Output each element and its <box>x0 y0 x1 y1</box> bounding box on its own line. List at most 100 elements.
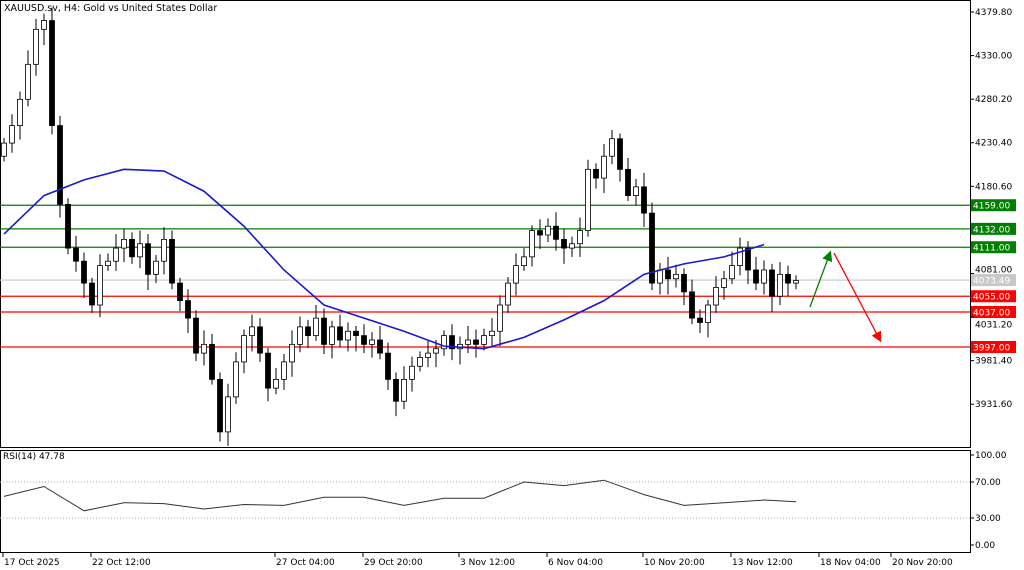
bear-candle <box>377 339 383 354</box>
price-tick-label: 4280.20 <box>975 95 1012 105</box>
price-tick-label: 4031.20 <box>975 320 1012 330</box>
bull-candle <box>41 20 47 30</box>
bull-candle <box>9 125 15 144</box>
bear-candle <box>65 203 71 249</box>
bear-candle <box>537 230 543 236</box>
bull-candle <box>121 238 127 249</box>
current-price-label: 4073.49 <box>973 277 1010 287</box>
bear-candle <box>265 352 271 389</box>
bear-candle <box>257 326 263 354</box>
rsi-tick-label: 100.00 <box>975 451 1007 461</box>
bear-candle <box>561 238 567 249</box>
bull-candle <box>97 265 103 306</box>
bear-candle <box>697 317 703 323</box>
bear-candle <box>665 269 671 280</box>
bull-candle <box>465 339 471 345</box>
bull-candle <box>569 243 575 249</box>
bull-candle <box>513 265 519 284</box>
price-tick-label: 3981.40 <box>975 357 1012 367</box>
bear-candle <box>449 335 455 350</box>
bull-candle <box>705 304 711 323</box>
bear-candle <box>473 339 479 345</box>
bull-candle <box>481 335 487 345</box>
bull-candle <box>633 186 639 197</box>
bull-candle <box>761 269 767 284</box>
bull-candle <box>545 225 551 236</box>
bull-candle <box>521 256 527 267</box>
time-tick-label: 18 Nov 04:00 <box>820 558 881 568</box>
bear-candle <box>305 326 311 337</box>
bull-candle <box>225 396 231 433</box>
bear-candle <box>337 326 343 341</box>
time-tick-label: 10 Nov 20:00 <box>644 558 705 568</box>
rsi-tick-label: 70.00 <box>975 478 1001 488</box>
price-tick-label: 4180.60 <box>975 182 1012 192</box>
bear-candle <box>593 168 599 179</box>
bear-candle <box>393 378 399 402</box>
bull-candle <box>497 304 503 332</box>
bull-candle <box>273 378 279 389</box>
rsi-tick-label: 0.00 <box>975 541 995 551</box>
time-tick-label: 27 Oct 04:00 <box>276 558 335 568</box>
bull-candle <box>241 335 247 363</box>
main-pane-border <box>0 0 971 448</box>
bear-candle <box>617 138 623 170</box>
bear-candle <box>553 225 559 240</box>
resistance-level-label: 4159.00 <box>973 202 1010 212</box>
bear-candle <box>193 317 199 354</box>
bear-candle <box>177 282 183 302</box>
bear-candle <box>689 291 695 319</box>
rsi-label: RSI(14) 47.78 <box>3 452 65 462</box>
support-level-badge <box>971 340 1016 353</box>
bull-candle <box>793 280 799 284</box>
bull-candle <box>249 326 255 337</box>
price-tick-label: 4230.40 <box>975 139 1012 149</box>
bull-candle <box>529 230 535 258</box>
bull-candle <box>721 278 727 288</box>
bear-candle <box>321 317 327 345</box>
time-tick-label: 20 Nov 20:00 <box>892 558 953 568</box>
red-arrow-down-icon <box>833 252 882 343</box>
bear-candle <box>57 125 63 205</box>
bull-candle <box>153 260 159 275</box>
bull-candle <box>489 330 495 337</box>
bull-candle <box>401 378 407 402</box>
bull-candle <box>113 247 119 262</box>
bull-candle <box>313 317 319 337</box>
bull-candle <box>673 273 679 280</box>
bull-candle <box>161 238 167 262</box>
bull-candle <box>433 348 439 354</box>
resistance-level-badge <box>971 222 1016 235</box>
bear-candle <box>73 247 79 262</box>
bull-candle <box>329 326 335 345</box>
bear-candle <box>129 238 135 258</box>
current-price-badge <box>971 274 1016 287</box>
bull-candle <box>441 335 447 350</box>
moving-average-line <box>3 168 765 350</box>
bear-candle <box>217 378 223 433</box>
bear-candle <box>649 212 655 284</box>
bear-candle <box>769 269 775 297</box>
bear-candle <box>209 343 215 380</box>
bear-candle <box>81 260 87 284</box>
bull-candle <box>505 282 511 306</box>
bull-candle <box>25 63 31 100</box>
bull-candle <box>1 142 7 157</box>
support-level-label: 4037.00 <box>973 308 1010 318</box>
chart-title: XAUUSD.sv, H4: Gold vs United States Dol… <box>4 3 218 14</box>
bear-candle <box>753 269 759 284</box>
bull-candle <box>585 168 591 232</box>
bull-candle <box>281 361 287 380</box>
bear-candle <box>785 273 791 284</box>
green-arrow-up-icon <box>809 250 833 308</box>
price-tick-label: 4330.00 <box>975 52 1012 62</box>
resistance-level-label: 4132.00 <box>973 225 1010 235</box>
rsi-tick-label: 30.00 <box>975 514 1001 524</box>
bull-candle <box>425 352 431 358</box>
time-tick-label: 6 Nov 04:00 <box>548 558 603 568</box>
bear-candle <box>361 335 367 345</box>
bear-candle <box>145 243 151 275</box>
time-tick-label: 22 Oct 12:00 <box>92 558 151 568</box>
bull-candle <box>289 343 295 363</box>
